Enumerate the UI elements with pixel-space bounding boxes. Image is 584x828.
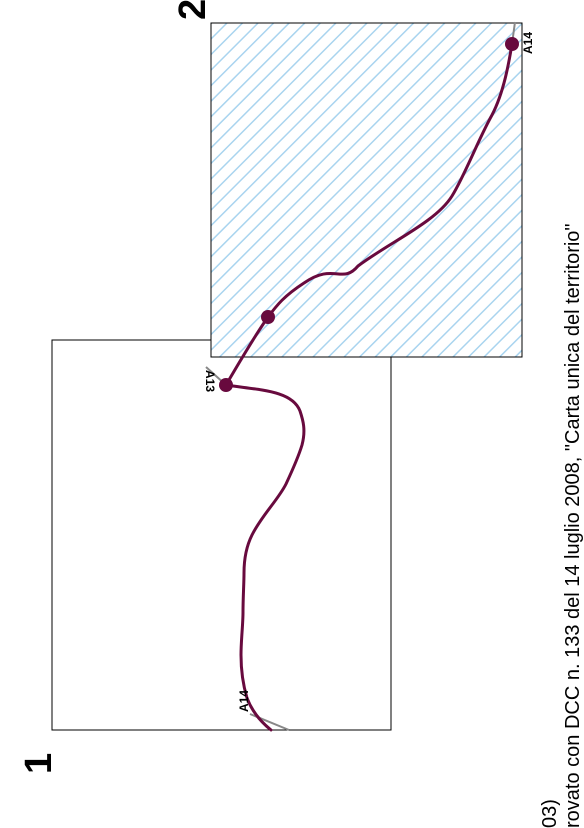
frame-2-number: 2 (172, 0, 214, 20)
caption-line-2: rovato con DCC n. 133 del 14 luglio 2008… (562, 223, 584, 828)
label-a14-right: A14 (521, 32, 535, 54)
frame-1-number: 1 (18, 752, 60, 774)
junction-dot-mid (261, 310, 275, 324)
caption-line-1: 03) (539, 799, 561, 828)
frame-2 (210, 22, 523, 358)
label-a13: A13 (203, 370, 217, 392)
junction-dot-a14-right (505, 37, 519, 51)
label-a14-left: A14 (237, 690, 251, 712)
frame-1 (51, 339, 392, 731)
route-line (224, 42, 514, 732)
junction-dot-a13 (219, 378, 233, 392)
